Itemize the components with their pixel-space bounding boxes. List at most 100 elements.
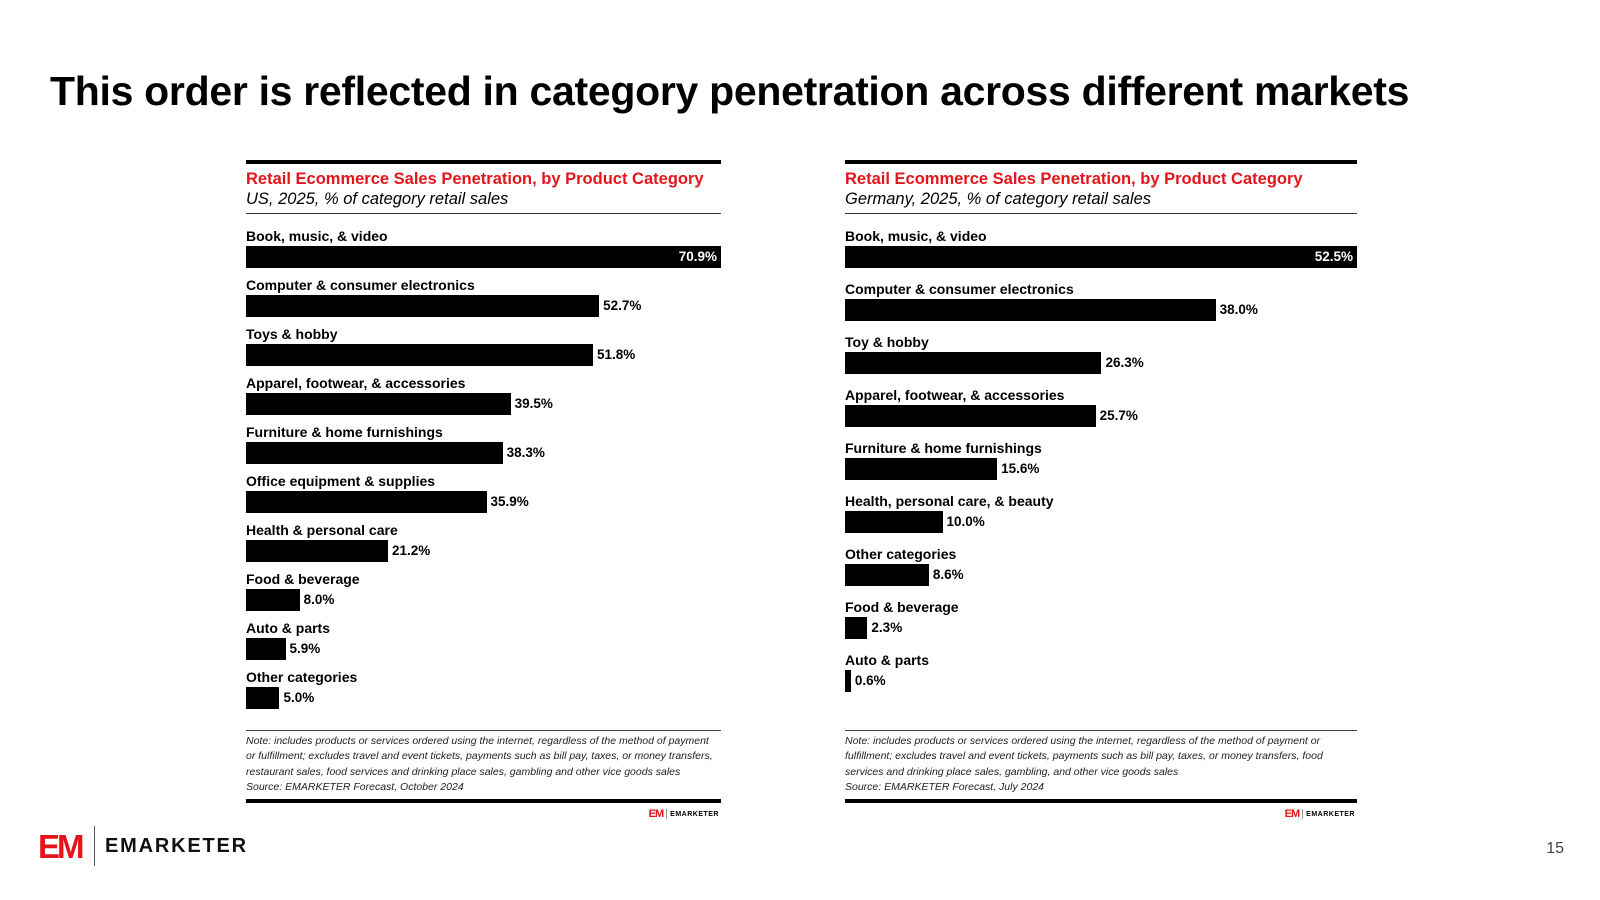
chart-source: Source: EMARKETER Forecast, July 2024 xyxy=(845,780,1044,793)
chart-title: Retail Ecommerce Sales Penetration, by P… xyxy=(845,170,1303,188)
category-label: Book, music, & video xyxy=(845,228,987,244)
bar-track: 0.6% xyxy=(845,670,1357,692)
category-label: Office equipment & supplies xyxy=(246,473,436,489)
category-label: Health, personal care, & beauty xyxy=(845,493,1054,509)
bar-row: Food & beverage 2.3% xyxy=(845,599,1357,639)
bar xyxy=(246,589,300,611)
bar-track: 5.9% xyxy=(246,638,721,660)
chart-bottom-rule xyxy=(845,799,1357,803)
category-label: Apparel, footwear, & accessories xyxy=(246,375,466,391)
chart-bars: Book, music, & video 70.9% Computer & cons… xyxy=(246,228,721,718)
value-label: 0.6% xyxy=(854,673,886,688)
brand-name: EMARKETER xyxy=(105,834,248,857)
bar-track: 52.5% xyxy=(845,246,1357,268)
bar-row: Health & personal care 21.2% xyxy=(246,522,721,562)
category-label: Apparel, footwear, & accessories xyxy=(845,387,1065,403)
bar-track: 15.6% xyxy=(845,458,1357,480)
bar-track: 70.9% xyxy=(246,246,721,268)
category-label: Auto & parts xyxy=(845,652,929,668)
value-label: 51.8% xyxy=(597,347,636,362)
chart-note: Note: includes products or services orde… xyxy=(246,735,713,778)
bar-row: Computer & consumer electronics 38.0% xyxy=(845,281,1357,321)
value-label: 15.6% xyxy=(1001,461,1040,476)
value-label: 38.3% xyxy=(506,445,545,460)
chart-header-rule xyxy=(845,213,1357,214)
chart-footer-logo-text: EMARKETER xyxy=(670,810,719,818)
bar-track: 35.9% xyxy=(246,491,721,513)
bar-row: Computer & consumer electronics 52.7% xyxy=(246,277,721,317)
bar-track: 8.0% xyxy=(246,589,721,611)
page-number: 15 xyxy=(1546,840,1564,857)
value-label: 35.9% xyxy=(490,494,529,509)
chart-footer-logo-text: EMARKETER xyxy=(1306,810,1355,818)
bar xyxy=(246,295,600,317)
category-label: Toys & hobby xyxy=(246,326,338,342)
us-chart-panel: Retail Ecommerce Sales Penetration, by P… xyxy=(246,160,721,820)
bar-row: Furniture & home furnishings 38.3% xyxy=(246,424,721,464)
chart-header-rule xyxy=(246,213,721,214)
bar-row: Apparel, footwear, & accessories 39.5% xyxy=(246,375,721,415)
bar-row: Apparel, footwear, & accessories 25.7% xyxy=(845,387,1357,427)
category-label: Toy & hobby xyxy=(845,334,929,350)
value-label: 10.0% xyxy=(946,514,985,529)
value-label: 70.9% xyxy=(678,249,717,264)
category-label: Computer & consumer electronics xyxy=(845,281,1074,297)
slide-title: This order is reflected in category pene… xyxy=(50,68,1410,114)
chart-top-rule xyxy=(246,160,721,164)
bar xyxy=(246,687,280,709)
logo-divider xyxy=(666,809,668,819)
bar xyxy=(246,491,487,513)
category-label: Auto & parts xyxy=(246,620,330,636)
bar xyxy=(845,246,1357,268)
value-label: 26.3% xyxy=(1105,355,1144,370)
bar-track: 38.0% xyxy=(845,299,1357,321)
chart-top-rule xyxy=(845,160,1357,164)
chart-subtitle: US, 2025, % of category retail sales xyxy=(246,190,509,208)
bar xyxy=(246,393,511,415)
bar-track: 8.6% xyxy=(845,564,1357,586)
bar-row: Toy & hobby 26.3% xyxy=(845,334,1357,374)
logo-divider xyxy=(93,826,95,866)
bar-track: 51.8% xyxy=(246,344,721,366)
bar-track: 2.3% xyxy=(845,617,1357,639)
bar-row: Other categories 8.6% xyxy=(845,546,1357,586)
bar-row: Health, personal care, & beauty 10.0% xyxy=(845,493,1357,533)
bar-row: Auto & parts 5.9% xyxy=(246,620,721,660)
bar-track: 38.3% xyxy=(246,442,721,464)
logo-divider xyxy=(1302,809,1304,819)
category-label: Other categories xyxy=(246,669,358,685)
bar-row: Book, music, & video 52.5% xyxy=(845,228,1357,268)
bar xyxy=(246,540,389,562)
bar-track: 52.7% xyxy=(246,295,721,317)
bar-track: 25.7% xyxy=(845,405,1357,427)
emarketer-brand-logo: EM EMARKETER xyxy=(38,826,248,866)
bar-row: Furniture & home furnishings 15.6% xyxy=(845,440,1357,480)
em-logo-icon: EM xyxy=(38,827,84,865)
bar xyxy=(845,564,929,586)
chart-notes: Note: includes products or services orde… xyxy=(845,730,1357,795)
category-label: Food & beverage xyxy=(845,599,959,615)
bar-track: 5.0% xyxy=(246,687,721,709)
bar-row: Auto & parts 0.6% xyxy=(845,652,1357,692)
bar xyxy=(845,458,998,480)
value-label: 21.2% xyxy=(392,543,431,558)
value-label: 25.7% xyxy=(1099,408,1138,423)
bar-track: 10.0% xyxy=(845,511,1357,533)
category-label: Furniture & home furnishings xyxy=(246,424,443,440)
category-label: Food & beverage xyxy=(246,571,360,587)
value-label: 5.9% xyxy=(289,641,321,656)
bar-row: Toys & hobby 51.8% xyxy=(246,326,721,366)
germany-chart-panel: Retail Ecommerce Sales Penetration, by P… xyxy=(845,160,1357,820)
bar-row: Food & beverage 8.0% xyxy=(246,571,721,611)
chart-subtitle: Germany, 2025, % of category retail sale… xyxy=(845,190,1152,208)
value-label: 5.0% xyxy=(283,690,315,705)
bar xyxy=(845,511,943,533)
value-label: 8.6% xyxy=(932,567,964,582)
value-label: 8.0% xyxy=(303,592,335,607)
chart-bottom-rule xyxy=(246,799,721,803)
chart-bars: Book, music, & video 52.5% Computer & cons… xyxy=(845,228,1357,698)
bar-track: 39.5% xyxy=(246,393,721,415)
value-label: 38.0% xyxy=(1219,302,1258,317)
chart-notes: Note: includes products or services orde… xyxy=(246,730,721,795)
category-label: Furniture & home furnishings xyxy=(845,440,1042,456)
